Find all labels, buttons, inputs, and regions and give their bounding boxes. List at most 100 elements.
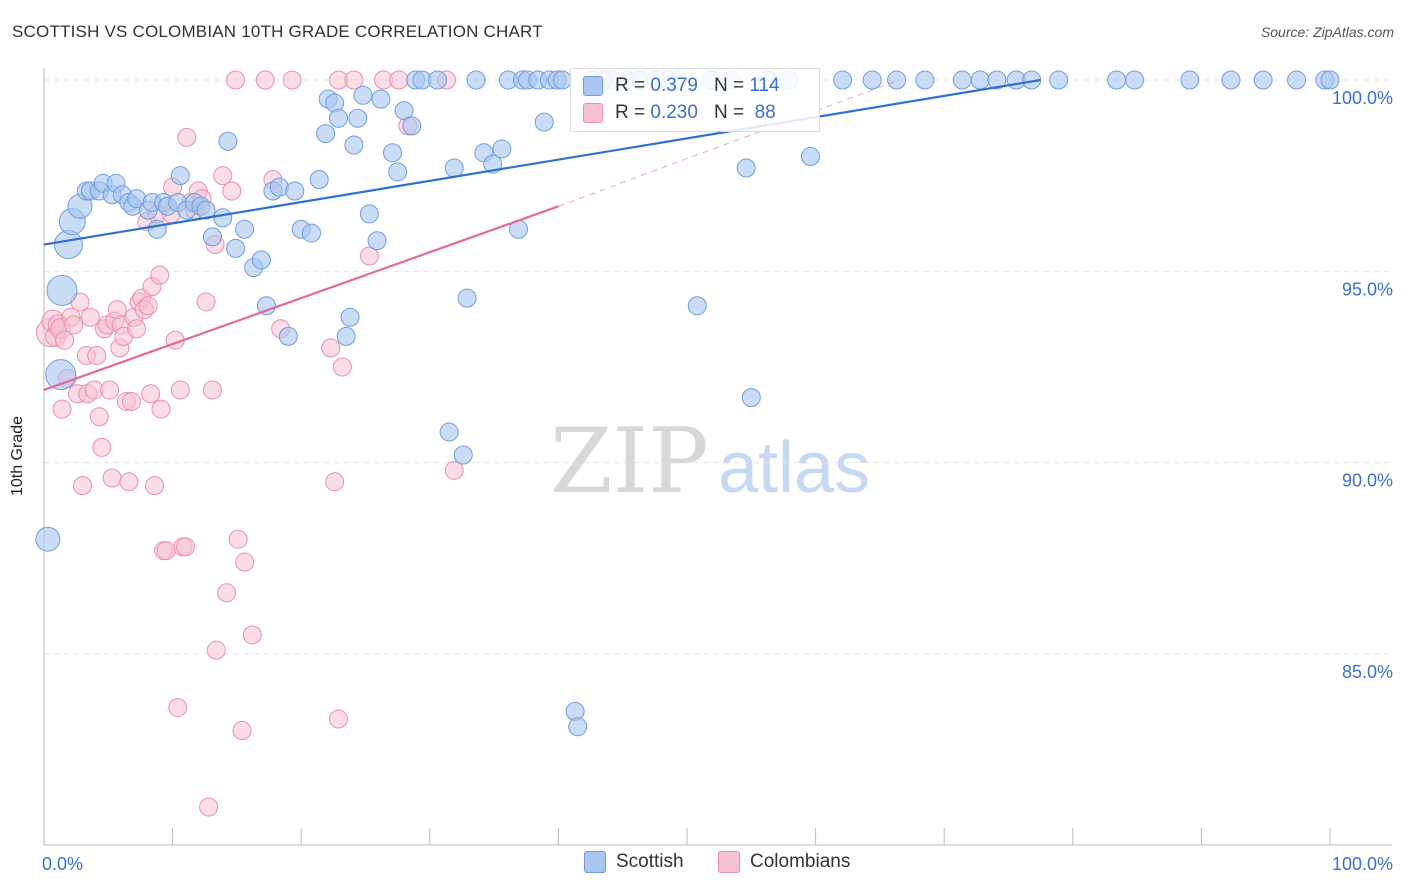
scottish-point <box>316 124 336 144</box>
scottish-point <box>196 200 216 220</box>
scottish-point <box>1320 70 1340 90</box>
colombian-point <box>102 468 122 488</box>
colombian-point <box>444 460 464 480</box>
colombian-r-label: R = <box>615 102 646 123</box>
colombian-n-value: 88 <box>754 102 776 123</box>
scottish-point <box>457 288 477 308</box>
legend-item-colombians[interactable]: Colombians <box>718 851 850 873</box>
colombian-point <box>206 640 226 660</box>
chart-title: SCOTTISH VS COLOMBIAN 10TH GRADE CORRELA… <box>12 22 543 41</box>
scottish-point <box>394 101 414 121</box>
scottish-point <box>402 116 422 136</box>
legend-row-scottish: R = 0.379 N = 114 <box>583 74 780 98</box>
colombian-point <box>141 384 161 404</box>
colombian-point <box>177 127 197 147</box>
colombian-n-label: N = <box>713 102 745 123</box>
scottish-point <box>344 135 364 155</box>
scottish-point <box>741 388 761 408</box>
scottish-point <box>1253 70 1273 90</box>
colombian-point <box>55 330 75 350</box>
scottish-point <box>251 250 271 270</box>
scottish-point <box>348 108 368 128</box>
colombian-point <box>168 698 188 718</box>
series-legend: Scottish Colombians <box>0 851 1406 879</box>
colombian-point <box>217 583 237 603</box>
scottish-point <box>388 162 408 182</box>
scottish-point <box>1107 70 1127 90</box>
y-tick-label: 95.0% <box>1342 279 1393 299</box>
scottish-point <box>492 139 512 159</box>
scottish-n-value: 114 <box>749 75 780 96</box>
scottish-point <box>226 238 246 258</box>
scottish-point <box>453 445 473 465</box>
scottish-point <box>1049 70 1069 90</box>
colombian-point <box>52 399 72 419</box>
colombian-point <box>282 70 302 90</box>
colombian-point <box>92 437 112 457</box>
scottish-point <box>367 231 387 251</box>
scottish-point <box>1287 70 1307 90</box>
scottish-point <box>359 204 379 224</box>
scottish-point <box>340 307 360 327</box>
stats-legend: R = 0.379 N = 114 R = 0.230 N = 88 <box>570 68 820 132</box>
scottish-point <box>35 526 61 552</box>
scottish-point <box>952 70 972 90</box>
legend-label-scottish: Scottish <box>616 851 684 872</box>
colombian-point <box>222 181 242 201</box>
colombian-point <box>80 307 100 327</box>
colombian-point <box>226 70 246 90</box>
scottish-point <box>353 85 373 105</box>
colombian-point <box>100 380 120 400</box>
x-tick-label-left: 0.0% <box>42 854 83 874</box>
colombian-point <box>89 407 109 427</box>
scottish-point <box>1125 70 1145 90</box>
colombian-point <box>359 246 379 266</box>
scottish-point <box>371 89 391 109</box>
scottish-point <box>202 227 222 247</box>
scottish-point <box>534 112 554 132</box>
scottish-point <box>915 70 935 90</box>
colombian-point <box>151 399 171 419</box>
colombian-point <box>87 346 107 366</box>
colombian-point <box>175 537 195 557</box>
colombian-point <box>199 797 219 817</box>
colombian-point <box>321 338 341 358</box>
scottish-point <box>301 223 321 243</box>
colombian-point <box>138 296 158 316</box>
scottish-n-label: N = <box>713 75 745 96</box>
scottish-point <box>987 70 1007 90</box>
colombian-point <box>232 721 252 741</box>
colombian-point <box>150 265 170 285</box>
colombian-point <box>332 357 352 377</box>
scottish-point <box>1221 70 1241 90</box>
scottish-point <box>439 422 459 442</box>
scottish-point <box>833 70 853 90</box>
scottish-point <box>466 70 486 90</box>
colombian-point <box>202 380 222 400</box>
scottish-r-value: 0.379 <box>650 75 698 96</box>
colombian-point <box>328 709 348 729</box>
legend-item-scottish[interactable]: Scottish <box>584 851 684 873</box>
colombian-point <box>228 529 248 549</box>
colombian-r-value: 0.230 <box>650 102 698 123</box>
scottish-point <box>53 230 83 260</box>
y-tick-label: 85.0% <box>1342 662 1393 682</box>
scottish-point <box>278 326 298 346</box>
legend-swatch-colombians <box>718 851 740 873</box>
colombian-trend-extension <box>558 79 900 207</box>
scottish-point <box>800 147 820 167</box>
scottish-trend-line <box>43 78 1041 246</box>
scottish-point <box>552 70 572 90</box>
scottish-point <box>170 166 190 186</box>
colombian-point <box>119 472 139 492</box>
scottish-point <box>336 326 356 346</box>
legend-swatch-scottish <box>584 851 606 873</box>
scottish-point <box>235 219 255 239</box>
scottish-point <box>428 70 448 90</box>
scottish-point <box>46 274 78 306</box>
scottish-point <box>218 131 238 151</box>
scottish-point <box>309 169 329 189</box>
scottish-point <box>328 108 348 128</box>
scottish-swatch <box>583 76 603 96</box>
